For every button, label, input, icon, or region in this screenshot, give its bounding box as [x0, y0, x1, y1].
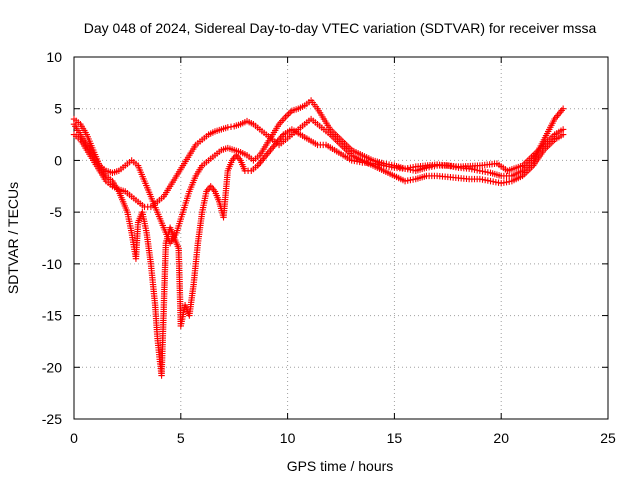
y-axis-label: SDTVAR / TECUs [5, 182, 21, 294]
chart-title: Day 048 of 2024, Sidereal Day-to-day VTE… [84, 20, 597, 36]
y-tick-label: 5 [54, 101, 62, 117]
data-point-fill [283, 112, 291, 119]
y-tick-label: -10 [42, 256, 62, 272]
y-tick-label: 10 [46, 49, 62, 65]
grid-lines [74, 57, 608, 419]
x-axis-label: GPS time / hours [287, 458, 394, 474]
y-tick-labels: 10 5 0 -5 -10 -15 -20 -25 [42, 49, 62, 427]
data-marks [70, 97, 567, 379]
data-point [559, 105, 567, 112]
axis-ticks [73, 56, 609, 420]
x-tick-label: 20 [493, 430, 509, 446]
x-tick-labels: 0 5 10 15 20 25 [70, 430, 616, 446]
plot-frame [73, 56, 609, 420]
y-tick-label: -25 [42, 411, 62, 427]
x-tick-label: 0 [70, 430, 78, 446]
x-tick-label: 25 [600, 430, 616, 446]
y-tick-label: -5 [50, 204, 63, 220]
x-tick-label: 10 [280, 430, 296, 446]
x-tick-label: 15 [387, 430, 403, 446]
x-tick-label: 5 [177, 430, 185, 446]
y-tick-label: -15 [42, 308, 62, 324]
y-tick-label: 0 [54, 152, 62, 168]
y-tick-label: -20 [42, 359, 62, 375]
data-point-fill [285, 110, 292, 118]
data-point [559, 126, 567, 133]
